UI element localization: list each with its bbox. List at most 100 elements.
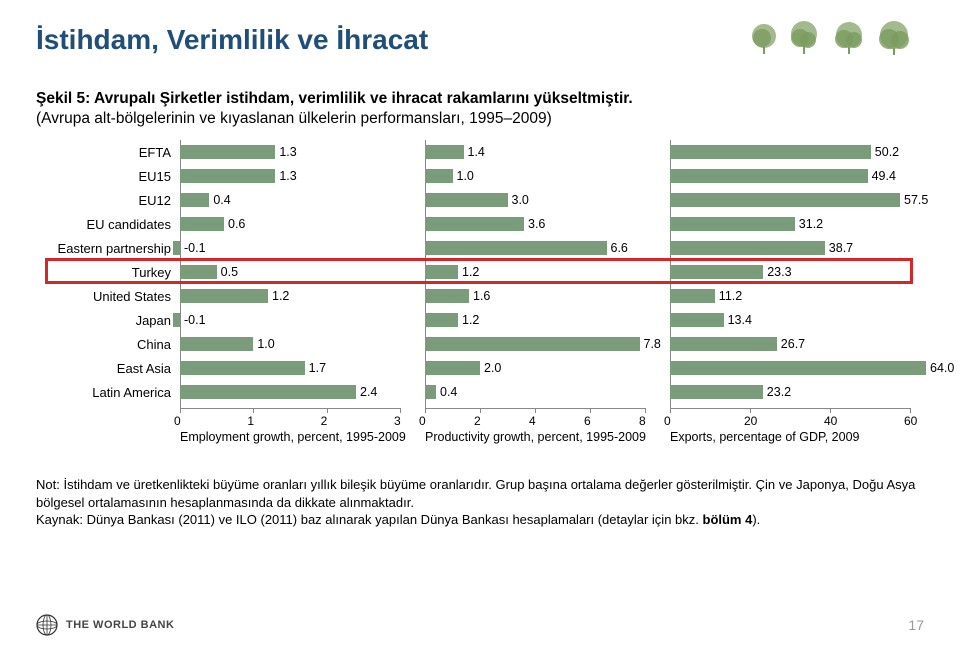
bar-value-label: 0.4	[440, 380, 457, 404]
bar-value-label: 1.7	[309, 356, 326, 380]
figure-caption-plain: (Avrupa alt-bölgelerinin ve kıyaslanan ü…	[36, 110, 924, 128]
bar	[670, 217, 795, 231]
bar-value-label: -0.1	[184, 236, 206, 260]
category-label: EU12	[138, 188, 171, 212]
bar-value-label: 11.2	[719, 284, 742, 308]
bar	[670, 337, 777, 351]
bar-value-label: 1.6	[473, 284, 490, 308]
slide-footer: THE WORLD BANK 17	[36, 614, 924, 636]
category-label: Japan	[136, 308, 171, 332]
axis-tick: 40	[824, 414, 837, 428]
bar-value-label: 0.4	[213, 188, 230, 212]
axis-tick: 0	[664, 414, 671, 428]
bar	[670, 313, 724, 327]
title-bar: İstihdam, Verimlilik ve İhracat	[36, 24, 924, 72]
axis-tick: 4	[529, 414, 536, 428]
decorative-tree-globes	[744, 20, 924, 64]
source-prefix: Kaynak: Dünya Bankası (2011) ve ILO (201…	[36, 512, 703, 527]
bar-value-label: 23.2	[767, 380, 791, 404]
bar-value-label: 31.2	[799, 212, 823, 236]
bar-value-label: 6.6	[611, 236, 628, 260]
axis-tick: 0	[174, 414, 181, 428]
three-panel-bar-chart: EFTAEU15EU12EU candidatesEastern partner…	[45, 138, 915, 468]
category-label: Latin America	[92, 380, 171, 404]
bar-value-label: -0.1	[184, 308, 206, 332]
bar	[180, 145, 275, 159]
category-label: United States	[93, 284, 171, 308]
bar	[180, 169, 275, 183]
note-text: Not: İstihdam ve üretkenlikteki büyüme o…	[36, 477, 915, 510]
bar	[670, 289, 715, 303]
category-label: EU15	[138, 164, 171, 188]
bar	[180, 217, 224, 231]
bar	[670, 145, 871, 159]
axis-tick: 20	[744, 414, 757, 428]
bar	[425, 145, 464, 159]
bar	[180, 193, 209, 207]
bar	[425, 361, 480, 375]
bar-value-label: 64.0	[930, 356, 954, 380]
bar-value-label: 49.4	[872, 164, 896, 188]
bar	[425, 289, 469, 303]
bar-value-label: 7.8	[644, 332, 661, 356]
bar	[425, 337, 640, 351]
chart-notes: Not: İstihdam ve üretkenlikteki büyüme o…	[36, 476, 924, 529]
bar-value-label: 1.0	[257, 332, 274, 356]
figure-caption-bold: Şekil 5: Avrupalı Şirketler istihdam, ve…	[36, 90, 924, 108]
axis-tick: 1	[247, 414, 254, 428]
category-label: East Asia	[117, 356, 171, 380]
bar	[180, 361, 305, 375]
axis-title: Productivity growth, percent, 1995-2009	[425, 430, 646, 444]
bar-value-label: 1.2	[462, 308, 479, 332]
bar-value-label: 1.0	[457, 164, 474, 188]
bar-value-label: 1.3	[279, 140, 296, 164]
bar-value-label: 1.3	[279, 164, 296, 188]
category-label: EU candidates	[86, 212, 171, 236]
category-label: EFTA	[139, 140, 171, 164]
bar	[425, 385, 436, 399]
bar	[425, 217, 524, 231]
axis-tick: 2	[474, 414, 481, 428]
axis-title: Employment growth, percent, 1995-2009	[180, 430, 406, 444]
axis-tick: 8	[639, 414, 646, 428]
bar-value-label: 2.0	[484, 356, 501, 380]
bar-value-label: 2.4	[360, 380, 377, 404]
world-bank-label: THE WORLD BANK	[66, 619, 174, 631]
axis-title: Exports, percentage of GDP, 2009	[670, 430, 859, 444]
bar	[180, 289, 268, 303]
bar	[670, 241, 825, 255]
bar	[670, 169, 868, 183]
axis-tick: 6	[584, 414, 591, 428]
axis-tick: 3	[394, 414, 401, 428]
world-bank-logo: THE WORLD BANK	[36, 614, 174, 636]
axis-tick: 2	[321, 414, 328, 428]
bar	[670, 385, 763, 399]
bar-value-label: 50.2	[875, 140, 899, 164]
bar	[670, 361, 926, 375]
bar	[425, 313, 458, 327]
bar	[173, 313, 180, 327]
source-ref: bölüm 4	[703, 512, 753, 527]
bar	[180, 337, 253, 351]
page-number: 17	[908, 617, 924, 633]
category-label: Eastern partnership	[58, 236, 171, 260]
category-label: China	[137, 332, 171, 356]
globe-icon	[36, 614, 58, 636]
bar	[180, 385, 356, 399]
axis-tick: 0	[419, 414, 426, 428]
bar-value-label: 0.6	[228, 212, 245, 236]
bar-value-label: 13.4	[728, 308, 752, 332]
bar	[173, 241, 180, 255]
bar-value-label: 3.6	[528, 212, 545, 236]
bar-value-label: 57.5	[904, 188, 928, 212]
source-suffix: ).	[752, 512, 760, 527]
bar	[670, 193, 900, 207]
bar	[425, 241, 607, 255]
bar-value-label: 38.7	[829, 236, 853, 260]
highlight-row-box	[45, 258, 913, 284]
bar-value-label: 1.4	[468, 140, 485, 164]
bar-value-label: 26.7	[781, 332, 805, 356]
bar	[425, 193, 508, 207]
bar	[425, 169, 453, 183]
axis-tick: 60	[904, 414, 917, 428]
